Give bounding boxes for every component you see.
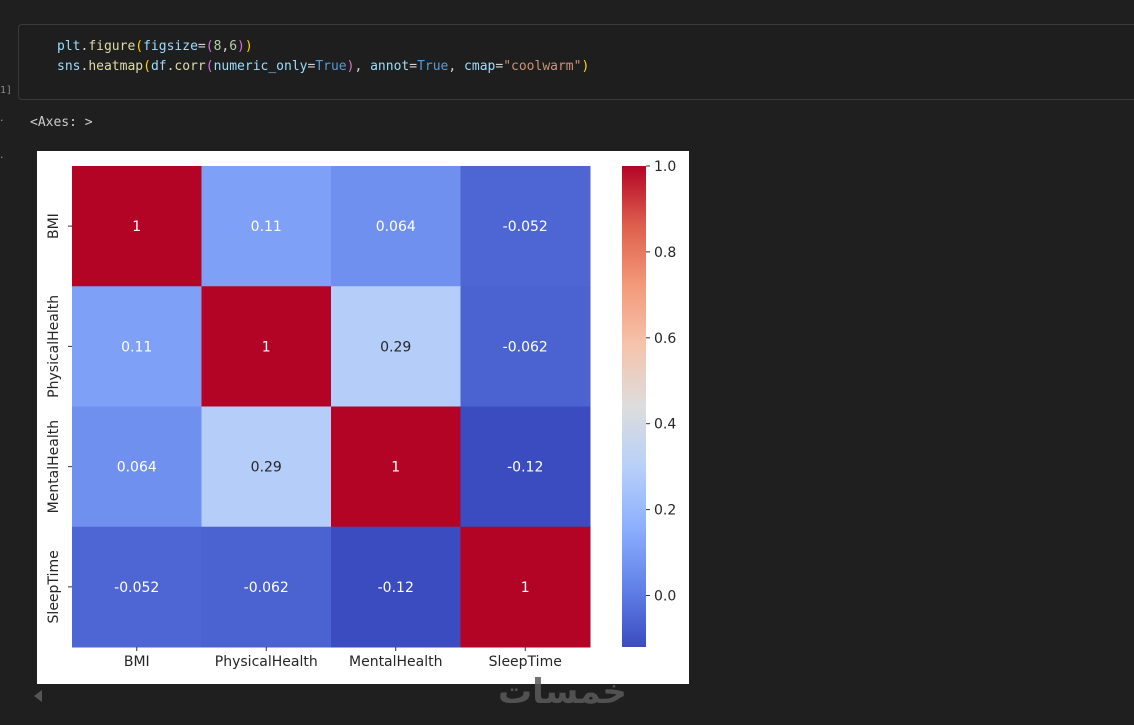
code-token: =	[307, 59, 316, 74]
cell-annotation: 1	[132, 219, 141, 235]
code-token: df	[150, 59, 167, 74]
x-tick-label: SleepTime	[489, 654, 562, 670]
code-token: figure	[88, 39, 136, 54]
heatmap-cell	[331, 526, 461, 648]
cell-annotation: 0.29	[251, 460, 282, 476]
cell-annotation: 0.29	[380, 339, 411, 355]
cell-annotation: 0.11	[121, 339, 152, 355]
code-token: 8	[213, 39, 222, 54]
code-token: 6	[229, 39, 238, 54]
colorbar-tick-label: 0.2	[654, 503, 676, 519]
code-token: heatmap	[88, 59, 144, 74]
colorbar-tick-label: 0.4	[654, 417, 676, 433]
code-token: annot	[370, 59, 410, 74]
x-tick-label: BMI	[124, 654, 150, 670]
heatmap-cell	[331, 166, 461, 287]
code-token: "coolwarm"	[503, 59, 582, 74]
code-token: figsize	[143, 39, 198, 54]
output-text: <Axes: >	[30, 115, 93, 130]
code-token: cmap	[464, 59, 496, 74]
code-token: ,	[448, 59, 465, 74]
code-token: (	[205, 59, 214, 74]
heatmap-cell	[460, 286, 591, 407]
code-token: ,	[354, 59, 371, 74]
heatmap-cell	[331, 406, 461, 528]
code-token: )	[244, 39, 253, 54]
code-cell[interactable]	[18, 24, 1134, 100]
cell-annotation: 1	[391, 460, 400, 476]
colorbar-tick-label: 1.0	[654, 159, 676, 175]
cell-annotation: 1	[262, 339, 271, 355]
cell-annotation: -0.12	[378, 580, 414, 596]
colorbar	[622, 166, 646, 647]
code-line: sns.heatmap(df.corr(numeric_only=True), …	[57, 57, 589, 77]
x-tick-label: MentalHealth	[349, 654, 443, 670]
code-token: (	[143, 59, 151, 74]
code-token: )	[581, 59, 590, 74]
colorbar-tick-label: 0.6	[654, 331, 676, 347]
code-token: (	[205, 39, 214, 54]
code-token: numeric_only	[213, 59, 308, 74]
code-token: corr	[174, 59, 206, 74]
code-token: True	[417, 59, 449, 74]
colorbar-tick-label: 0.0	[654, 588, 676, 604]
x-tick-label: PhysicalHealth	[215, 654, 318, 670]
code-token: plt	[57, 39, 81, 54]
code-token: )	[237, 39, 245, 54]
code-token: =	[495, 59, 504, 74]
heatmap-cell	[201, 286, 332, 407]
code-token: )	[346, 59, 355, 74]
heatmap-cell	[72, 166, 202, 287]
code-token: =	[197, 39, 206, 54]
code-token: .	[80, 39, 89, 54]
code-token: =	[409, 59, 418, 74]
code-token: .	[166, 59, 175, 74]
code-token: .	[80, 59, 89, 74]
code-token: True	[315, 59, 347, 74]
code-token: sns	[57, 59, 81, 74]
heatmap-cell	[331, 286, 461, 407]
heatmap-cell	[72, 526, 202, 648]
heatmap-cell	[201, 526, 332, 648]
y-tick-label: PhysicalHealth	[46, 295, 62, 398]
y-tick-label: BMI	[46, 213, 62, 239]
code-token: ,	[221, 39, 230, 54]
cell-annotation: 0.064	[376, 219, 416, 235]
y-tick-label: MentalHealth	[46, 420, 62, 514]
heatmap-cell	[460, 406, 591, 528]
heatmap-cell	[460, 526, 591, 648]
cell-annotation: 0.064	[117, 460, 157, 476]
cell-annotation: -0.12	[507, 460, 543, 476]
watermark-logo: خمسات	[498, 672, 627, 712]
output-collapse-icon[interactable]: ·	[0, 114, 4, 127]
cell-annotation: -0.062	[244, 580, 289, 596]
heatmap-figure: 1 0.11 0.064 -0.052 0.11 1 0.29 -0.062 0.064 0.29…	[37, 151, 689, 684]
code-editor[interactable]: plt.figure(figsize=(8,6)) sns.heatmap(df.…	[57, 37, 589, 77]
cell-annotation: 0.11	[251, 219, 282, 235]
y-tick-label: SleepTime	[46, 550, 62, 623]
heatmap-cell	[460, 166, 591, 287]
cell-annotation: -0.062	[503, 339, 548, 355]
scroll-left-icon[interactable]	[34, 690, 42, 702]
code-line: plt.figure(figsize=(8,6))	[57, 37, 589, 57]
cell-annotation: -0.052	[114, 580, 159, 596]
heatmap-cell	[201, 166, 332, 287]
colorbar-tick-label: 0.8	[654, 245, 676, 261]
output-collapse-icon[interactable]: ·	[0, 151, 4, 164]
cell-annotation: 1	[521, 580, 530, 596]
code-token: (	[135, 39, 144, 54]
heatmap-cell	[201, 406, 332, 528]
heatmap-cell	[72, 286, 202, 407]
execution-count: 1]	[0, 85, 13, 96]
cell-annotation: -0.052	[503, 219, 548, 235]
heatmap-chart: 1 0.11 0.064 -0.052 0.11 1 0.29 -0.062 0.064 0.29…	[46, 159, 676, 670]
heatmap-cell	[72, 406, 202, 528]
